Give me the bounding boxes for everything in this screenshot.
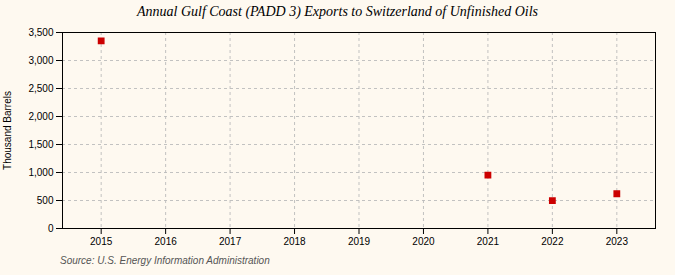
svg-text:2020: 2020 xyxy=(412,236,435,247)
svg-text:2,000: 2,000 xyxy=(28,111,53,122)
svg-text:2015: 2015 xyxy=(90,236,113,247)
svg-text:2018: 2018 xyxy=(283,236,306,247)
svg-text:2,500: 2,500 xyxy=(28,83,53,94)
svg-text:2016: 2016 xyxy=(155,236,178,247)
html-text:Annual Gulf Coast (PADD 3) Exp: Annual Gulf Coast (PADD 3) Exports to Sw… xyxy=(137,4,538,19)
svg-text:3,500: 3,500 xyxy=(28,27,53,38)
svg-text:Thousand Barrels: Thousand Barrels xyxy=(2,91,13,170)
svg-text:2022: 2022 xyxy=(541,236,564,247)
svg-text:2023: 2023 xyxy=(606,236,629,247)
svg-text:500: 500 xyxy=(37,195,54,206)
svg-text:1,500: 1,500 xyxy=(28,139,53,150)
svg-text:3,000: 3,000 xyxy=(28,55,53,66)
svg-text:2019: 2019 xyxy=(348,236,371,247)
svg-text:0: 0 xyxy=(48,223,54,234)
svg-text:2017: 2017 xyxy=(219,236,242,247)
html-text:Source: U.S. Energy Informatio: Source: U.S. Energy Information Administ… xyxy=(60,255,270,266)
svg-text:1,000: 1,000 xyxy=(28,167,53,178)
svg-text:2021: 2021 xyxy=(477,236,500,247)
